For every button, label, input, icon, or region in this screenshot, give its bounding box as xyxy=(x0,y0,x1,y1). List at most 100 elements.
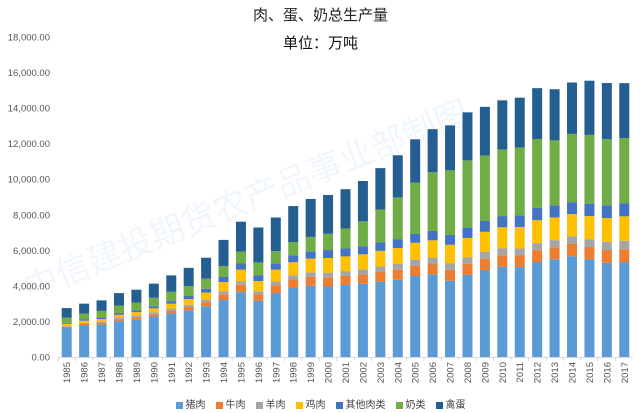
y-tick-label: 2,000.00 xyxy=(13,317,50,328)
bar-segment-羊肉-2010 xyxy=(497,248,508,256)
bar-segment-猪肉-2008 xyxy=(462,274,473,357)
bar-segment-禽蛋-1988 xyxy=(113,293,124,306)
bar-segment-猪肉-1986 xyxy=(79,325,90,357)
bar-segment-其他肉类-2009 xyxy=(479,221,490,232)
bar-segment-鸡肉-2008 xyxy=(462,237,473,258)
bar-segment-奶类-2003 xyxy=(375,209,386,243)
x-tick-label: 2014 xyxy=(568,362,579,383)
x-tick-label: 2012 xyxy=(533,362,544,383)
bar-segment-牛肉-1992 xyxy=(183,306,194,311)
bar-segment-禽蛋-1989 xyxy=(131,289,142,303)
bar-segment-鸡肉-1995 xyxy=(235,269,246,282)
bar-segment-猪肉-1995 xyxy=(235,292,246,357)
bar-segment-牛肉-1991 xyxy=(166,310,177,314)
legend-label: 其他肉类 xyxy=(345,400,386,411)
bar-segment-牛肉-2010 xyxy=(497,255,508,267)
bar-segment-其他肉类-1995 xyxy=(235,263,246,270)
bar-segment-禽蛋-1990 xyxy=(148,283,159,298)
bar-segment-其他肉类-2001 xyxy=(340,248,351,257)
bar-segment-猪肉-1988 xyxy=(113,321,124,357)
x-tick-label: 2017 xyxy=(620,362,631,383)
x-tick-label: 2002 xyxy=(358,362,369,383)
bar-segment-禽蛋-2001 xyxy=(340,189,351,229)
legend-item: 牛肉 xyxy=(215,396,246,411)
bar-segment-鸡肉-1997 xyxy=(270,269,281,282)
bar-segment-禽蛋-1987 xyxy=(96,300,107,311)
x-tick-label: 1986 xyxy=(80,362,91,383)
bar-segment-羊肉-1999 xyxy=(305,272,316,277)
x-tick-label: 2013 xyxy=(550,362,561,383)
bar-segment-牛肉-2011 xyxy=(514,255,525,268)
legend-label: 禽蛋 xyxy=(445,400,466,411)
bar-segment-其他肉类-2007 xyxy=(445,234,456,245)
x-tick-label: 2016 xyxy=(602,362,613,383)
bar-segment-猪肉-2010 xyxy=(497,266,508,357)
bar-segment-羊肉-2004 xyxy=(392,263,403,270)
bar-segment-禽蛋-2016 xyxy=(601,83,612,140)
bar-segment-牛肉-2006 xyxy=(427,264,438,275)
bar-segment-禽蛋-2000 xyxy=(323,194,334,234)
bar-segment-鸡肉-2004 xyxy=(392,248,403,264)
x-tick-label: 1987 xyxy=(97,362,108,383)
bar-segment-奶类-2005 xyxy=(410,182,421,234)
legend-label: 牛肉 xyxy=(225,400,246,411)
bar-segment-鸡肉-1998 xyxy=(288,262,299,276)
bar-segment-鸡肉-1991 xyxy=(166,303,177,309)
bar-segment-奶类-1989 xyxy=(131,302,142,311)
x-tick-label: 2007 xyxy=(446,362,457,383)
bar-segment-禽蛋-1999 xyxy=(305,198,316,237)
bar-segment-奶类-1996 xyxy=(253,262,264,276)
bar-segment-其他肉类-1985 xyxy=(61,322,72,324)
bar-segment-猪肉-2013 xyxy=(549,259,560,357)
chart-subtitle: 单位：万吨 xyxy=(282,34,358,52)
bar-segment-牛肉-1997 xyxy=(270,285,281,294)
bar-segment-禽蛋-2011 xyxy=(514,97,525,148)
bar-segment-禽蛋-2012 xyxy=(532,88,543,140)
bar-segment-猪肉-1991 xyxy=(166,313,177,357)
bar-segment-奶类-2010 xyxy=(497,149,508,217)
bar-segment-猪肉-2004 xyxy=(392,279,403,357)
bar-segment-鸡肉-1985 xyxy=(61,323,72,326)
bar-segment-禽蛋-1998 xyxy=(288,206,299,242)
bar-segment-鸡肉-2010 xyxy=(497,227,508,249)
x-tick-label: 1989 xyxy=(132,362,143,383)
bar-segment-其他肉类-1992 xyxy=(183,296,194,300)
y-tick-label: 14,000.00 xyxy=(8,104,50,115)
bar-segment-其他肉类-2005 xyxy=(410,233,421,243)
x-tick-label: 1988 xyxy=(114,362,125,383)
bar-segment-禽蛋-1994 xyxy=(218,239,229,267)
bar-segment-鸡肉-2003 xyxy=(375,250,386,267)
bar-segment-禽蛋-1985 xyxy=(61,308,72,318)
bar-segment-牛肉-2001 xyxy=(340,275,351,285)
bar-segment-猪肉-2011 xyxy=(514,267,525,357)
bar-segment-羊肉-1988 xyxy=(113,317,124,320)
legend-label: 鸡肉 xyxy=(305,400,326,411)
chart-title: 肉、蛋、奶总生产量 xyxy=(252,6,388,24)
bar-segment-牛肉-2009 xyxy=(479,258,490,271)
bar-segment-禽蛋-2017 xyxy=(619,83,630,139)
legend-item: 羊肉 xyxy=(255,396,286,411)
x-tick-label: 2009 xyxy=(480,362,491,383)
legend-label: 猪肉 xyxy=(185,400,206,411)
bar-segment-其他肉类-1998 xyxy=(288,255,299,263)
watermark: 中信建投期货农产品事业部制图 xyxy=(18,93,474,308)
bar-segment-禽蛋-1995 xyxy=(235,221,246,252)
bar-segment-羊肉-1985 xyxy=(61,325,72,327)
bar-segment-鸡肉-2006 xyxy=(427,240,438,258)
bar-segment-奶类-2007 xyxy=(445,170,456,235)
x-tick-label: 1985 xyxy=(62,362,73,383)
bar-segment-其他肉类-2004 xyxy=(392,239,403,249)
x-tick-label: 2000 xyxy=(324,362,335,383)
bar-segment-猪肉-2015 xyxy=(584,259,595,357)
bar-segment-其他肉类-1996 xyxy=(253,275,264,282)
bar-segment-鸡肉-1993 xyxy=(201,292,212,300)
bar-segment-羊肉-1992 xyxy=(183,304,194,307)
bar-segment-奶类-2000 xyxy=(323,233,334,251)
x-tick-label: 1999 xyxy=(306,362,317,383)
legend-label: 羊肉 xyxy=(265,400,286,411)
bar-segment-鸡肉-1986 xyxy=(79,320,90,323)
x-tick-label: 2001 xyxy=(341,362,352,383)
bar-segment-奶类-1987 xyxy=(96,310,107,318)
bar-segment-羊肉-2009 xyxy=(479,251,490,259)
legend-item: 奶类 xyxy=(395,396,426,411)
